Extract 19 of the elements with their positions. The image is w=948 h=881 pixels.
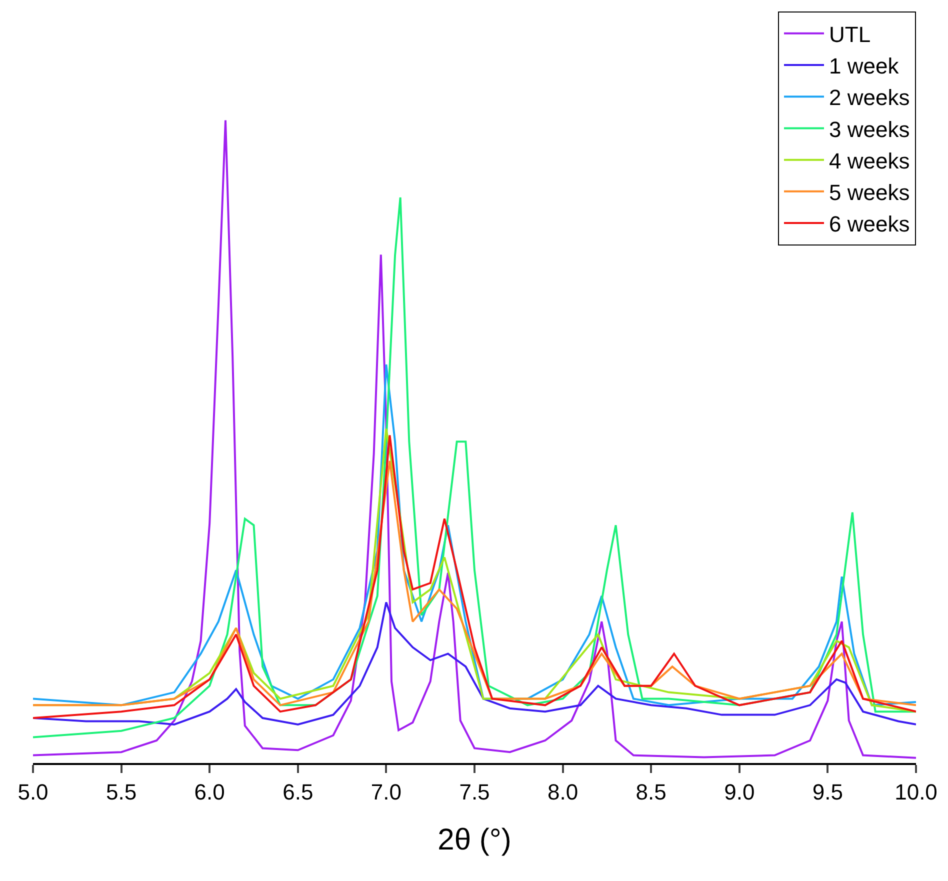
x-tick-label: 5.0 <box>18 779 48 804</box>
x-tick-label: 6.5 <box>282 779 314 804</box>
x-tick-label: 8.0 <box>548 779 578 804</box>
legend-label: UTL <box>829 22 871 48</box>
x-tick-label: 6.0 <box>194 779 225 804</box>
legend-label: 4 weeks <box>829 148 910 174</box>
legend-label: 5 weeks <box>829 180 910 206</box>
x-tick-label: 9.5 <box>812 779 843 804</box>
legend-label: 1 week <box>829 54 900 79</box>
legend-label: 3 weeks <box>829 116 910 142</box>
x-tick-label: 8.5 <box>636 779 666 804</box>
x-tick-label: 5.5 <box>106 779 137 804</box>
x-tick-label: 9.0 <box>724 779 755 804</box>
x-axis-title: 2θ (°) <box>438 823 512 856</box>
x-tick-label: 7.5 <box>459 779 490 804</box>
x-tick-label: 7.0 <box>370 779 402 804</box>
legend-label: 6 weeks <box>829 212 910 237</box>
legend-label: 2 weeks <box>829 85 910 110</box>
x-tick-label: 10.0 <box>894 779 938 804</box>
